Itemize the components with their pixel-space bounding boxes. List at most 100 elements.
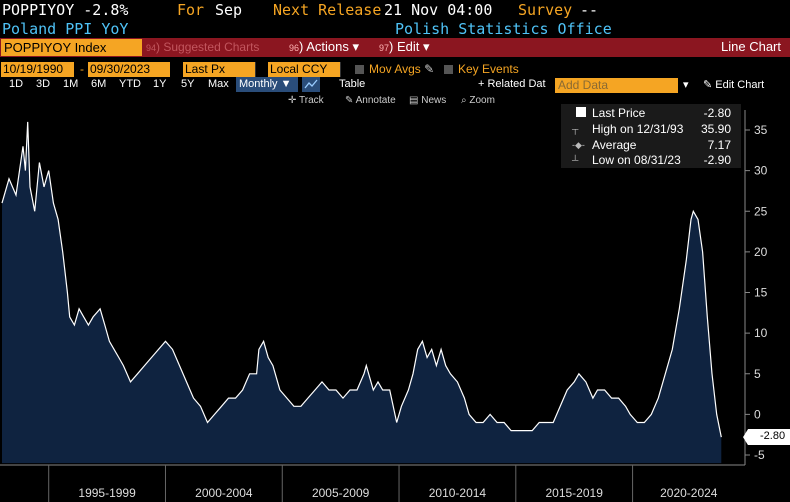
period-1m[interactable]: 1M bbox=[63, 78, 79, 90]
zoom-icon: ⌕ bbox=[461, 95, 467, 106]
dropdown-icon bbox=[340, 62, 348, 77]
x-tick-label: 2020-2024 bbox=[660, 486, 718, 500]
x-tick-label: 2015-2019 bbox=[545, 486, 603, 500]
edit-menu[interactable]: 97) Edit ▾ bbox=[379, 39, 430, 54]
news-icon: ▤ bbox=[409, 95, 419, 106]
price-field-value: Last Px bbox=[185, 62, 226, 76]
security-field[interactable]: POPPIYOY Index bbox=[1, 39, 142, 56]
currency-select[interactable]: Local CCY bbox=[268, 62, 348, 77]
x-tick-label: 2005-2009 bbox=[312, 486, 370, 500]
edit-chart-label: Edit Chart bbox=[715, 79, 765, 91]
currency-value: Local CCY bbox=[270, 62, 328, 76]
news-tool[interactable]: ▤ News bbox=[409, 95, 446, 106]
suggested-charts-button[interactable]: 94) Suggested Charts bbox=[146, 40, 260, 54]
period-1y[interactable]: 1Y bbox=[153, 78, 167, 90]
crosshair-icon: ✛ bbox=[288, 95, 297, 106]
chart-legend: Last Price -2.80 ┬ High on 12/31/93 35.9… bbox=[561, 104, 741, 168]
edit-number: 97 bbox=[379, 43, 390, 53]
actions-menu[interactable]: 96) Actions ▾ bbox=[289, 39, 360, 54]
x-tick-label: 1995-1999 bbox=[78, 486, 136, 500]
series-name: Poland PPI YoY bbox=[2, 20, 129, 38]
edit-label: Edit bbox=[396, 39, 420, 54]
chart-type-label: Line Chart bbox=[721, 39, 781, 54]
for-label: For bbox=[177, 1, 205, 19]
period-6m[interactable]: 6M bbox=[91, 78, 107, 90]
mov-avgs-label: Mov Avgs bbox=[369, 62, 421, 76]
survey-label: Survey bbox=[518, 1, 573, 19]
next-release-label: Next Release bbox=[273, 1, 382, 19]
key-events-label: Key Events bbox=[458, 62, 519, 76]
annotate-icon: ✎ bbox=[345, 95, 354, 106]
actions-label: Actions bbox=[306, 39, 349, 54]
legend-average-value: 7.17 bbox=[707, 138, 731, 152]
y-tick-label: 10 bbox=[754, 326, 768, 340]
actions-number: 96 bbox=[289, 43, 300, 53]
news-label: News bbox=[421, 95, 447, 106]
track-label: Track bbox=[299, 95, 324, 106]
ticker-header: POPPIYOY -2.8% bbox=[2, 1, 128, 19]
edit-chart-button[interactable]: ✎ Edit Chart bbox=[703, 78, 764, 91]
legend-high-value: 35.90 bbox=[700, 122, 731, 136]
suggested-number: 94 bbox=[146, 43, 157, 53]
zoom-tool[interactable]: ⌕ Zoom bbox=[461, 95, 495, 106]
pencil-icon: ✎ bbox=[703, 79, 713, 91]
chevron-down-icon: ▾ bbox=[352, 39, 360, 54]
ticker-symbol: POPPIYOY bbox=[2, 1, 75, 19]
legend-last-price-value: -2.80 bbox=[703, 106, 731, 120]
period-max[interactable]: Max bbox=[208, 78, 229, 90]
y-tick-label: 25 bbox=[754, 204, 768, 218]
source-name: Polish Statistics Office bbox=[395, 20, 612, 38]
y-tick-label: 5 bbox=[754, 367, 761, 381]
start-date-input[interactable]: 10/19/1990 bbox=[1, 62, 74, 77]
high-marker-icon: ┬ bbox=[572, 124, 579, 134]
toolbar bbox=[0, 38, 790, 57]
period-3d[interactable]: 3D bbox=[36, 78, 51, 90]
suggested-label: Suggested Charts bbox=[163, 40, 260, 54]
y-tick-label: 30 bbox=[754, 164, 768, 178]
line-chart-icon[interactable] bbox=[302, 77, 320, 92]
y-tick-label: 20 bbox=[754, 245, 768, 259]
period-5y[interactable]: 5Y bbox=[181, 78, 195, 90]
series-line bbox=[1, 121, 722, 438]
annotate-label: Annotate bbox=[355, 95, 396, 106]
chevron-down-icon[interactable]: ▾ bbox=[683, 79, 689, 91]
dropdown-icon: ▼ bbox=[280, 78, 292, 90]
end-date-input[interactable]: 09/30/2023 bbox=[88, 62, 170, 77]
period-ytd[interactable]: YTD bbox=[119, 78, 141, 90]
period-1d[interactable]: 1D bbox=[9, 78, 24, 90]
survey-value: -- bbox=[580, 1, 599, 19]
price-field-select[interactable]: Last Px bbox=[183, 62, 263, 77]
last-value-tag: -2.80 bbox=[748, 429, 790, 445]
periodicity-select[interactable]: Monthly ▼ bbox=[236, 77, 298, 92]
ticker-value: -2.8% bbox=[83, 1, 129, 19]
legend-low-value: -2.90 bbox=[703, 153, 731, 167]
y-tick-label: 35 bbox=[754, 123, 768, 137]
legend-average-label: Average bbox=[592, 138, 637, 152]
dropdown-icon bbox=[255, 62, 263, 77]
annotate-tool[interactable]: ✎ Annotate bbox=[345, 95, 396, 106]
track-tool[interactable]: ✛ Track bbox=[288, 95, 324, 106]
table-button[interactable]: Table bbox=[339, 78, 366, 90]
chevron-down-icon: ▾ bbox=[423, 39, 430, 54]
series-swatch bbox=[576, 107, 586, 117]
average-marker-icon: -◆- bbox=[572, 140, 585, 150]
date-separator: - bbox=[80, 62, 84, 76]
related-data-button[interactable]: + Related Dat bbox=[478, 78, 546, 90]
periodicity-value: Monthly bbox=[239, 78, 278, 90]
legend-high-label: High on 12/31/93 bbox=[592, 122, 684, 136]
low-marker-icon: ┴ bbox=[572, 155, 579, 165]
y-tick-label: -5 bbox=[754, 448, 765, 462]
pencil-icon: ✎ bbox=[424, 62, 435, 76]
checkbox-icon bbox=[444, 65, 453, 74]
key-events-toggle[interactable]: Key Events bbox=[444, 62, 519, 76]
checkbox-icon bbox=[355, 65, 364, 74]
mov-avgs-toggle[interactable]: Mov Avgs ✎ bbox=[355, 62, 434, 76]
last-value-pointer bbox=[743, 429, 748, 446]
add-data-input[interactable]: Add Data bbox=[555, 78, 678, 93]
for-value: Sep bbox=[215, 1, 243, 19]
legend-low-label: Low on 08/31/23 bbox=[592, 153, 681, 167]
legend-last-price-label: Last Price bbox=[592, 106, 646, 120]
x-tick-label: 2000-2004 bbox=[195, 486, 253, 500]
zoom-label: Zoom bbox=[469, 95, 495, 106]
